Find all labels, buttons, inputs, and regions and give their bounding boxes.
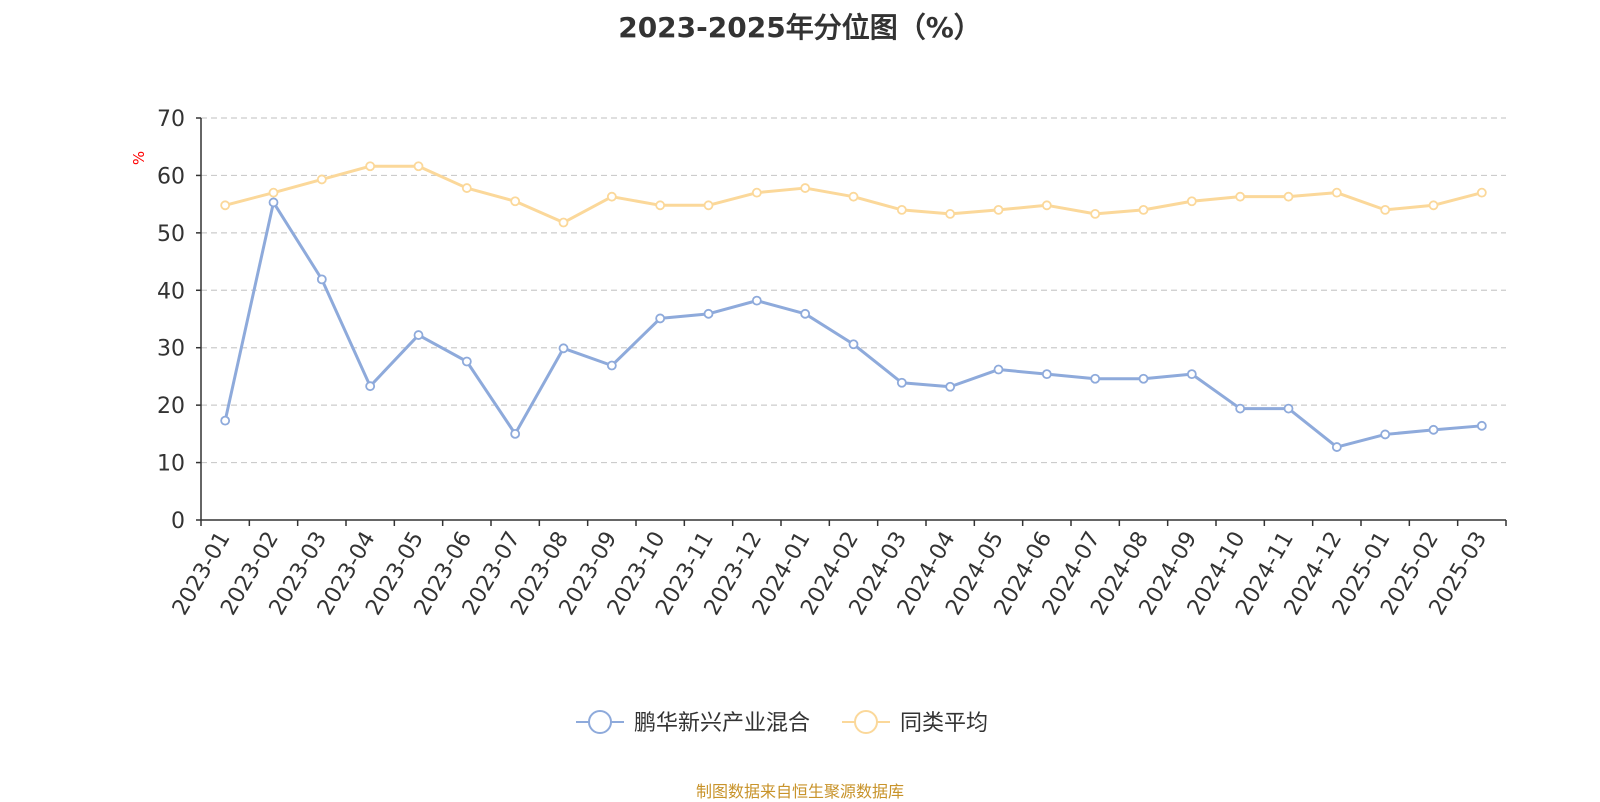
data-point bbox=[1138, 204, 1149, 215]
y-tick-label: 40 bbox=[157, 279, 185, 304]
data-point bbox=[510, 196, 521, 207]
data-point bbox=[461, 183, 472, 193]
data-point bbox=[1283, 191, 1294, 202]
data-point bbox=[993, 364, 1004, 375]
data-point bbox=[365, 381, 376, 392]
data-point bbox=[945, 381, 956, 392]
data-point bbox=[1235, 403, 1246, 414]
data-point bbox=[896, 204, 907, 215]
series-lines bbox=[220, 161, 1487, 452]
data-point bbox=[1041, 200, 1052, 211]
data-point bbox=[1186, 196, 1197, 207]
data-point bbox=[703, 308, 714, 319]
series-line bbox=[223, 200, 1482, 449]
data-point bbox=[1186, 369, 1197, 380]
data-point bbox=[993, 204, 1004, 215]
data-point bbox=[461, 356, 472, 367]
data-point bbox=[896, 377, 907, 388]
data-point bbox=[268, 187, 279, 198]
data-point bbox=[606, 360, 617, 371]
data-point bbox=[510, 428, 521, 439]
y-tick-label: 0 bbox=[171, 509, 185, 534]
data-point bbox=[558, 343, 569, 354]
legend-item[interactable]: 同类平均 bbox=[842, 710, 988, 736]
data-point bbox=[751, 187, 762, 198]
legend[interactable]: 鹏华新兴产业混合 同类平均 bbox=[576, 710, 988, 736]
data-point bbox=[316, 274, 327, 285]
data-point bbox=[1138, 373, 1149, 384]
y-axis-label: % bbox=[130, 151, 148, 165]
y-tick-label: 70 bbox=[157, 107, 185, 132]
data-point bbox=[268, 197, 279, 208]
data-point bbox=[800, 308, 811, 319]
data-point bbox=[316, 174, 327, 185]
grid-lines bbox=[201, 117, 1506, 464]
data-point bbox=[655, 313, 666, 324]
data-point bbox=[413, 330, 424, 340]
y-tick-label: 50 bbox=[157, 222, 185, 247]
data-point bbox=[220, 415, 231, 426]
data-point bbox=[220, 200, 231, 211]
data-point bbox=[1476, 187, 1487, 198]
source-note: 制图数据来自恒生聚源数据库 bbox=[695, 782, 904, 801]
data-point bbox=[1283, 403, 1294, 414]
data-point bbox=[800, 183, 811, 193]
y-tick-label: 30 bbox=[157, 337, 185, 362]
data-point bbox=[751, 295, 762, 306]
data-point bbox=[1090, 373, 1101, 384]
data-point bbox=[1428, 424, 1439, 435]
data-point bbox=[1041, 369, 1052, 380]
data-point bbox=[413, 161, 424, 172]
axes: 010203040506070%2023-012023-022023-03202… bbox=[130, 107, 1507, 620]
data-point bbox=[365, 161, 376, 172]
data-point bbox=[703, 200, 714, 211]
data-point bbox=[558, 217, 569, 228]
data-point bbox=[848, 339, 859, 350]
data-point bbox=[1428, 200, 1439, 211]
legend-label: 同类平均 bbox=[900, 711, 988, 736]
y-tick-label: 20 bbox=[157, 394, 185, 419]
chart-title: 2023-2025年分位图（%） bbox=[618, 11, 982, 44]
legend-item[interactable]: 鹏华新兴产业混合 bbox=[576, 710, 810, 736]
legend-label: 鹏华新兴产业混合 bbox=[634, 711, 810, 736]
data-point bbox=[1331, 442, 1342, 452]
data-point bbox=[606, 191, 617, 202]
data-point bbox=[1090, 209, 1101, 219]
data-point bbox=[1476, 420, 1487, 431]
legend-marker bbox=[588, 710, 612, 734]
data-point bbox=[848, 191, 859, 202]
data-point bbox=[1235, 191, 1246, 202]
data-point bbox=[1380, 204, 1391, 215]
data-point bbox=[945, 209, 956, 219]
y-tick-label: 10 bbox=[157, 452, 185, 477]
legend-marker bbox=[854, 710, 878, 734]
data-point bbox=[1380, 429, 1391, 440]
data-point bbox=[1331, 187, 1342, 198]
data-point bbox=[655, 200, 666, 211]
y-tick-label: 60 bbox=[157, 164, 185, 189]
